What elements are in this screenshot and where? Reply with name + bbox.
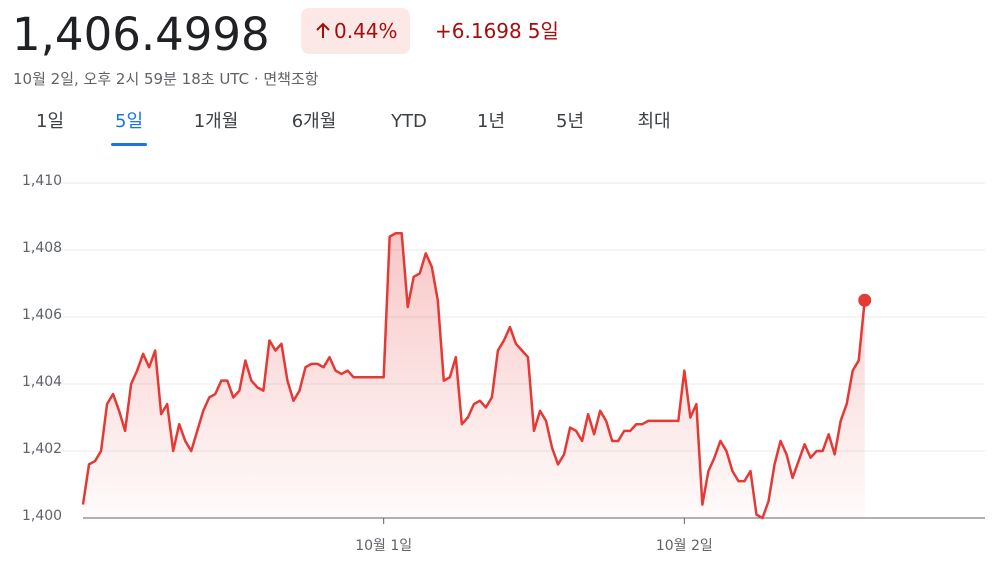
range-tab[interactable]: 1개월 <box>193 111 239 132</box>
change: +6.1698 5일 <box>435 16 559 46</box>
range-tab[interactable]: 5일 <box>110 108 148 146</box>
last-point <box>858 293 872 307</box>
range-tab[interactable]: 5년 <box>555 111 585 132</box>
price: 1,406.4998 <box>12 8 270 61</box>
area <box>83 233 865 518</box>
line <box>81 232 866 520</box>
range-tab[interactable]: 1년 <box>476 111 506 132</box>
range-tab[interactable]: 최대 <box>637 111 671 132</box>
y-tick-label: 1,408 <box>22 240 62 256</box>
timestamp: 10월 2일, 오후 2시 59분 18초 UTC · 면책조항 <box>13 70 319 88</box>
y-tick-label: 1,400 <box>22 508 62 524</box>
up-arrow-icon <box>316 22 330 38</box>
change-value: +6.1698 <box>435 19 522 43</box>
x-tick-label: 10월 2일 <box>656 538 713 554</box>
x-tick-label: 10월 1일 <box>355 538 412 554</box>
range-tab[interactable]: 1일 <box>35 111 65 132</box>
y-tick-label: 1,410 <box>22 173 62 189</box>
y-tick-label: 1,404 <box>22 374 62 390</box>
range-tab[interactable]: 6개월 <box>291 111 337 132</box>
y-tick-label: 1,406 <box>22 307 62 323</box>
y-tick-label: 1,402 <box>22 441 62 457</box>
range-tab[interactable]: YTD <box>391 111 427 132</box>
change-badge: 0.44% <box>301 8 410 54</box>
change-percent: 0.44% <box>334 19 398 43</box>
period: 5일 <box>527 19 559 43</box>
